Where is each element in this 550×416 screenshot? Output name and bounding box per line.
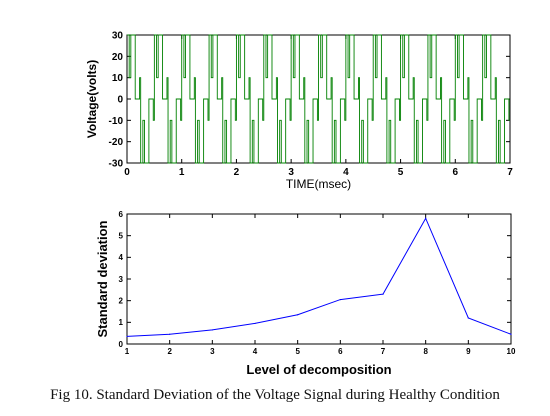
y-tick-label: 0 bbox=[119, 340, 124, 349]
y-tick-label: 4 bbox=[119, 253, 124, 262]
data-point bbox=[297, 314, 299, 316]
std-deviation-series-line bbox=[126, 217, 512, 337]
y-tick-label: -10 bbox=[109, 116, 124, 127]
x-tick-label: 9 bbox=[466, 347, 471, 356]
x-tick-label: 3 bbox=[288, 167, 294, 178]
x-tick-label: 2 bbox=[234, 167, 240, 178]
x-tick-label: 6 bbox=[453, 167, 459, 178]
y-tick-label: -20 bbox=[109, 137, 124, 148]
y-tick-label: -30 bbox=[109, 159, 124, 170]
x-tick-label: 5 bbox=[398, 167, 404, 178]
x-tick-label: 1 bbox=[125, 347, 130, 356]
y-tick-label: 30 bbox=[112, 31, 124, 42]
x-tick-label: 7 bbox=[507, 167, 513, 178]
y-axis-label: Standard deviation bbox=[95, 220, 110, 337]
data-point bbox=[126, 335, 128, 338]
x-tick-label: 4 bbox=[343, 167, 349, 178]
y-axis-label: Voltage(volts) bbox=[85, 60, 99, 138]
x-axis-label: Level of decomposition bbox=[246, 362, 391, 377]
data-point bbox=[510, 333, 512, 335]
x-axis-label: TIME(msec) bbox=[286, 177, 351, 191]
x-tick-label: 4 bbox=[253, 347, 258, 356]
x-tick-label: 6 bbox=[338, 347, 343, 356]
y-tick-label: 0 bbox=[117, 95, 123, 106]
x-tick-label: 8 bbox=[423, 347, 428, 356]
data-point bbox=[211, 329, 213, 331]
x-tick-label: 5 bbox=[295, 347, 300, 356]
x-tick-label: 7 bbox=[381, 347, 386, 356]
y-tick-label: 20 bbox=[112, 52, 124, 63]
data-point bbox=[254, 322, 256, 325]
x-tick-label: 2 bbox=[167, 347, 172, 356]
y-tick-label: 2 bbox=[119, 296, 124, 305]
data-point bbox=[425, 217, 427, 219]
x-tick-label: 10 bbox=[507, 347, 516, 356]
data-point bbox=[382, 293, 384, 295]
figure-caption: Fig 10. Standard Deviation of the Voltag… bbox=[50, 387, 500, 403]
x-tick-label: 1 bbox=[179, 167, 185, 178]
data-point bbox=[339, 298, 341, 301]
y-tick-label: 1 bbox=[119, 318, 124, 327]
data-point bbox=[467, 317, 469, 319]
y-tick-label: 6 bbox=[119, 210, 124, 219]
voltage-plot: 0 1 2 3 4 5 6 7 -30 -20 -10 0 10 20 30 TIME(msec) Voltag… bbox=[85, 31, 513, 192]
y-tick-label: 5 bbox=[119, 231, 124, 240]
y-tick-label: 3 bbox=[119, 275, 124, 284]
x-tick-label: 0 bbox=[124, 167, 130, 178]
x-tick-label: 3 bbox=[210, 347, 215, 356]
figure-canvas: 0 1 2 3 4 5 6 7-30-20-100102030TIME(msec)Voltag… bbox=[85, 31, 516, 378]
y-tick-label: 10 bbox=[112, 73, 124, 84]
plot-frame bbox=[126, 213, 512, 345]
data-point bbox=[169, 333, 171, 335]
voltage-series-line bbox=[127, 34, 510, 164]
